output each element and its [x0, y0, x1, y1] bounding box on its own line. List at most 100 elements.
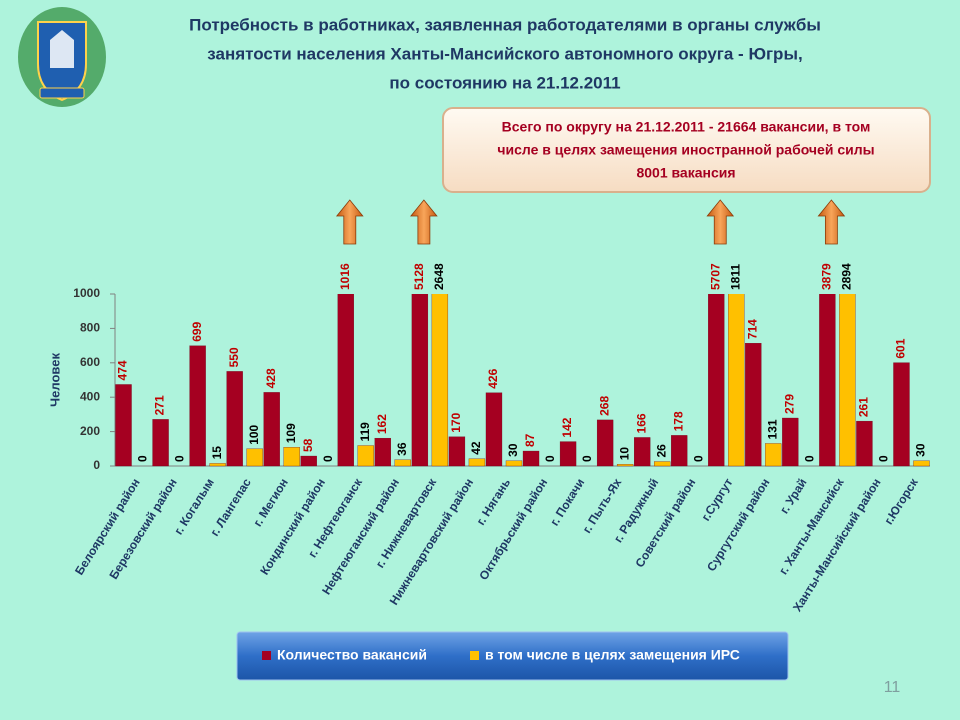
data-label: 3879: [820, 263, 834, 290]
data-label: 2894: [840, 263, 854, 290]
data-label: 119: [358, 422, 372, 442]
bar: [468, 458, 486, 467]
bar: [246, 448, 263, 467]
data-label: 178: [671, 411, 685, 431]
bar: [505, 460, 523, 467]
bar: [634, 437, 651, 467]
data-label: 1811: [728, 264, 742, 290]
bar: [856, 420, 873, 467]
bar: [300, 455, 317, 467]
chart-title: занятости населения Ханты-Мансийского ав…: [207, 44, 802, 63]
bar: [708, 294, 725, 467]
bar: [357, 445, 374, 467]
data-label: 714: [745, 319, 759, 339]
arrow: [706, 199, 735, 245]
bar: [522, 450, 540, 467]
bar: [337, 294, 354, 467]
bar: [728, 294, 745, 467]
bar: [893, 362, 910, 467]
bar: [209, 463, 226, 467]
bar: [671, 435, 688, 467]
y-tick-label: 800: [80, 321, 100, 335]
data-label: 42: [469, 441, 483, 455]
arrow: [410, 199, 438, 245]
data-label: 166: [634, 413, 648, 433]
bar: [913, 460, 930, 467]
chart-title: по состоянию на 21.12.2011: [389, 73, 620, 92]
data-label: 0: [803, 455, 817, 462]
data-label: 0: [543, 455, 557, 462]
data-label: 428: [264, 368, 278, 388]
data-label: 271: [153, 395, 167, 415]
data-label: 36: [395, 442, 409, 456]
data-label: 699: [190, 321, 204, 341]
data-label: 0: [580, 455, 594, 462]
chart-title: Потребность в работниках, заявленная раб…: [189, 15, 821, 34]
bar: [431, 294, 449, 467]
bar: [263, 392, 280, 467]
data-label: 15: [210, 446, 224, 460]
data-label: 601: [894, 338, 908, 358]
data-label: 0: [173, 455, 187, 462]
data-label: 0: [877, 455, 891, 462]
bar: [745, 343, 762, 467]
legend-swatch: [470, 651, 479, 660]
bar: [283, 447, 300, 467]
data-label: 170: [449, 412, 463, 432]
data-label: 162: [375, 414, 389, 434]
legend-swatch: [262, 651, 271, 660]
bar: [782, 417, 799, 467]
bar: [765, 443, 782, 467]
bar: [596, 419, 614, 467]
y-tick-label: 1000: [73, 286, 100, 300]
plot-area: [115, 294, 930, 467]
y-tick-label: 600: [80, 355, 100, 369]
data-label: 0: [136, 455, 150, 462]
page-number: 11: [884, 679, 901, 696]
data-label: 0: [321, 455, 335, 462]
y-tick-label: 400: [80, 389, 100, 403]
bar: [189, 345, 206, 467]
y-tick-label: 0: [93, 458, 100, 472]
data-label: 30: [506, 443, 520, 457]
data-label: 268: [597, 396, 611, 416]
bar: [115, 384, 132, 467]
data-label: 279: [783, 394, 797, 414]
bar: [819, 294, 836, 467]
annotation: Всего по округу на 21.12.2011 - 21664 ва…: [502, 119, 871, 135]
annotation-box: [442, 107, 931, 193]
legend-box: [236, 631, 789, 681]
data-label: 261: [857, 397, 871, 417]
data-label: 474: [116, 360, 130, 380]
data-label: 0: [691, 455, 705, 462]
legend-label: в том числе в целях замещения ИРС: [485, 647, 740, 663]
data-label: 30: [914, 443, 928, 457]
data-label: 5707: [708, 263, 722, 290]
arrow: [817, 199, 846, 245]
bar: [616, 464, 634, 467]
bar: [226, 371, 243, 467]
data-label: 550: [227, 347, 241, 367]
data-label: 5128: [412, 263, 426, 290]
bar: [559, 441, 577, 467]
arrow: [335, 199, 364, 245]
data-label: 26: [654, 444, 668, 458]
data-label: 131: [765, 419, 779, 439]
data-label: 100: [247, 424, 261, 444]
bar: [374, 437, 391, 467]
data-label: 109: [284, 423, 298, 443]
legend-label: Количество вакансий: [277, 647, 427, 663]
data-label: 2648: [432, 263, 446, 290]
bar: [411, 294, 429, 467]
bar: [394, 459, 411, 467]
bar: [152, 419, 169, 467]
bar: [448, 436, 466, 467]
data-label: 1016: [338, 263, 352, 290]
data-label: 58: [301, 438, 315, 452]
annotation: числе в целях замещения иностранной рабо…: [497, 142, 874, 158]
y-tick-label: 200: [80, 424, 100, 438]
data-label: 87: [523, 433, 537, 447]
data-label: 142: [560, 417, 574, 437]
data-label: 10: [617, 447, 631, 461]
